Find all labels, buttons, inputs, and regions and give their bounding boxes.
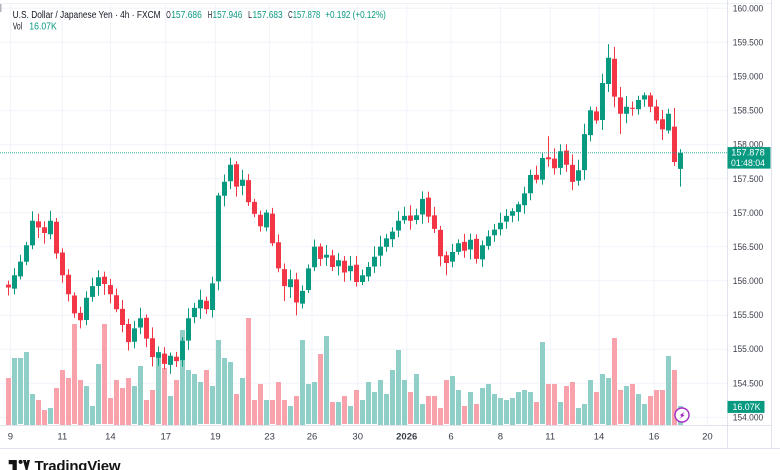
- svg-text:156.500: 156.500: [733, 242, 764, 253]
- svg-text:160.000: 160.000: [733, 3, 764, 14]
- svg-text:H: H: [208, 10, 213, 21]
- svg-text:20: 20: [702, 432, 713, 443]
- svg-text:19: 19: [210, 432, 221, 443]
- svg-text:01:48:04: 01:48:04: [731, 158, 765, 168]
- svg-text:16.07K: 16.07K: [29, 21, 57, 32]
- svg-text:157.500: 157.500: [733, 174, 764, 185]
- svg-text:16: 16: [649, 432, 660, 443]
- svg-text:14: 14: [105, 432, 116, 443]
- svg-text:TradingView: TradingView: [35, 458, 121, 470]
- svg-text:26: 26: [307, 432, 318, 443]
- svg-text:158.000: 158.000: [733, 140, 764, 151]
- svg-text:11: 11: [545, 432, 555, 443]
- svg-text:157.686: 157.686: [171, 10, 202, 21]
- svg-text:8: 8: [498, 432, 503, 443]
- svg-text:157.946: 157.946: [213, 10, 243, 21]
- svg-text:L: L: [248, 10, 252, 21]
- svg-text:2026: 2026: [396, 432, 417, 443]
- svg-text:155.000: 155.000: [733, 344, 764, 355]
- svg-text:23: 23: [264, 432, 275, 443]
- svg-text:157.878: 157.878: [731, 148, 765, 159]
- svg-text:17: 17: [161, 432, 172, 443]
- svg-text:U.S. Dollar / Japanese Yen · 4: U.S. Dollar / Japanese Yen · 4h · FXCM: [13, 10, 161, 21]
- svg-text:154.000: 154.000: [733, 412, 764, 423]
- svg-text:9: 9: [8, 432, 13, 443]
- svg-text:O: O: [166, 10, 171, 21]
- svg-text:155.500: 155.500: [733, 310, 764, 321]
- svg-text:158.500: 158.500: [733, 106, 764, 117]
- svg-text:+0.192 (+0.12%): +0.192 (+0.12%): [325, 10, 386, 21]
- svg-text:C: C: [288, 10, 293, 21]
- svg-text:30: 30: [352, 432, 363, 443]
- svg-text:6: 6: [448, 432, 453, 443]
- svg-text:154.500: 154.500: [733, 378, 764, 389]
- svg-text:157.878: 157.878: [293, 10, 321, 21]
- svg-text:159.500: 159.500: [733, 38, 764, 49]
- svg-text:16.07K: 16.07K: [733, 402, 762, 413]
- svg-text:157.000: 157.000: [733, 208, 764, 219]
- svg-text:Vol: Vol: [13, 21, 23, 32]
- svg-text:11: 11: [57, 432, 67, 443]
- svg-text:14: 14: [594, 432, 605, 443]
- svg-text:157.683: 157.683: [253, 10, 284, 21]
- svg-text:156.000: 156.000: [733, 276, 764, 287]
- svg-text:159.000: 159.000: [733, 72, 764, 83]
